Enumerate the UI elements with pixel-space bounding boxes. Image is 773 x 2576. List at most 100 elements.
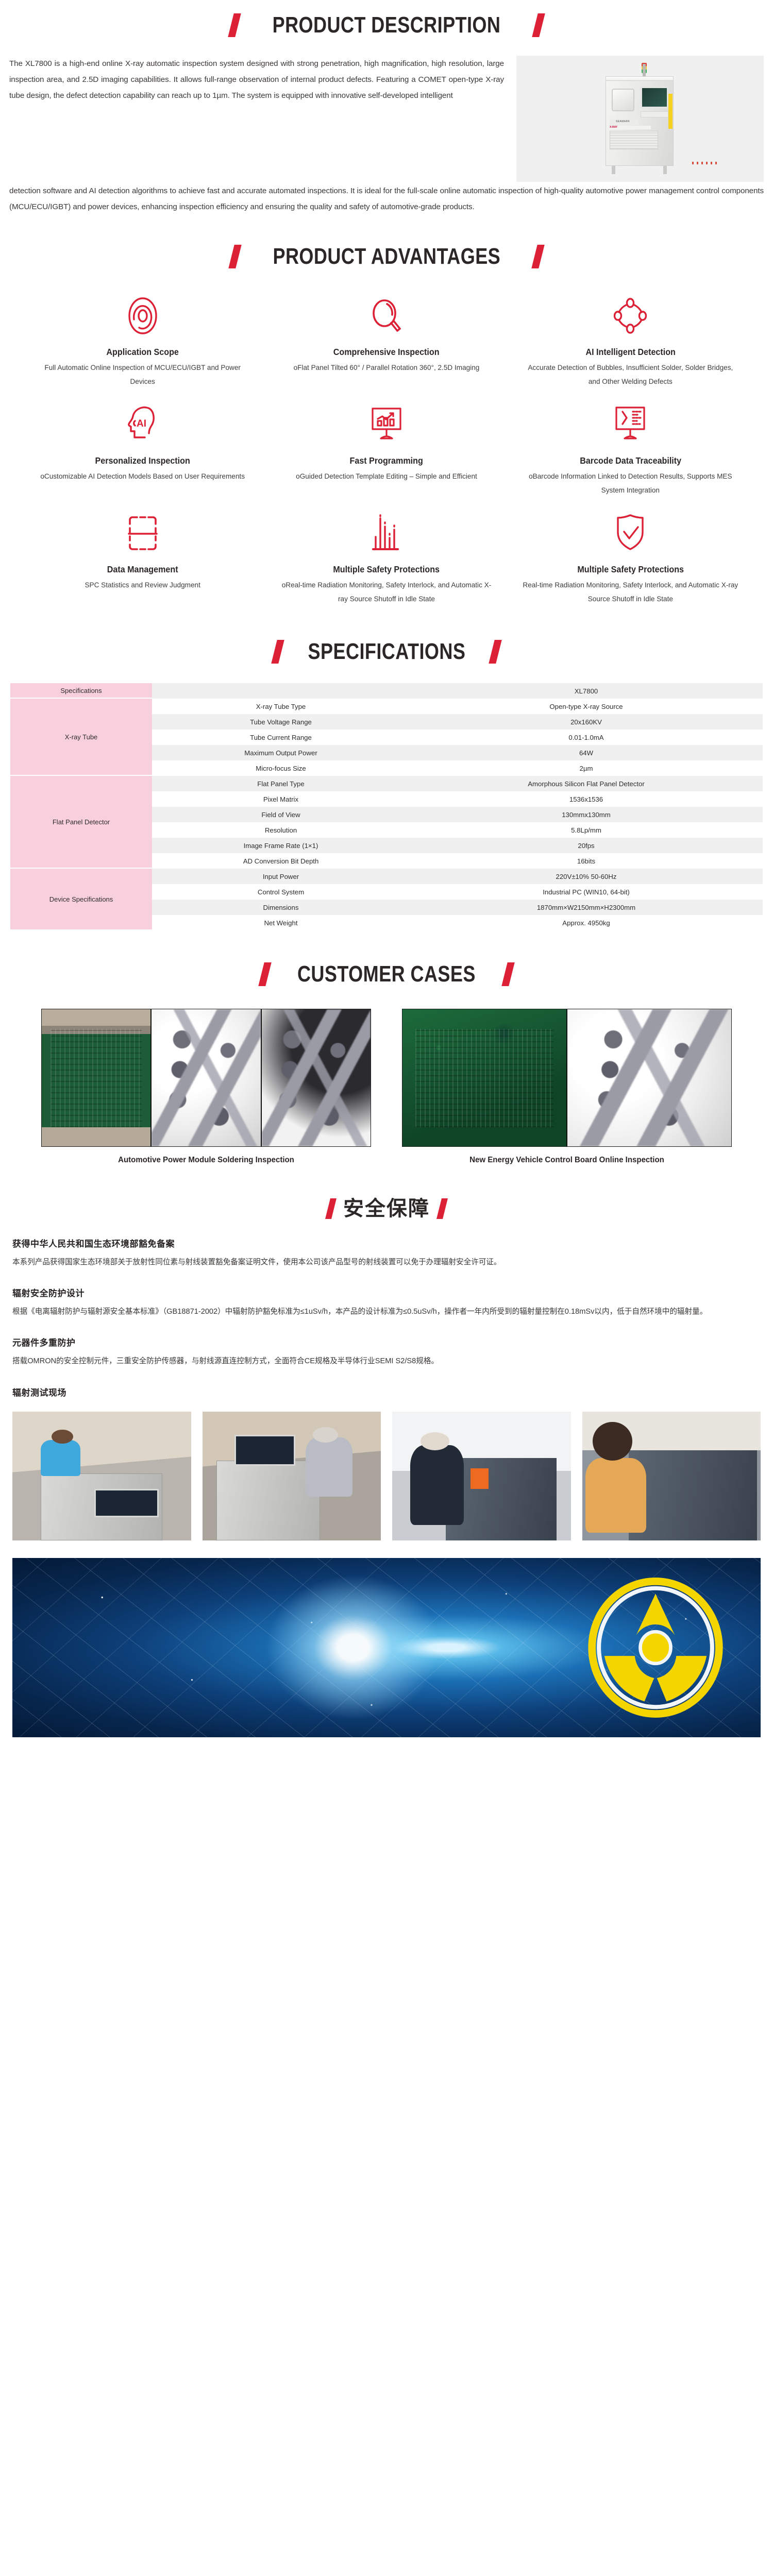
table-value-cell: 1870mm×W2150mm×H2300mm — [410, 900, 763, 916]
table-row: Image Frame Rate (1×1) 20fps — [10, 838, 763, 854]
product-advantages-section: PRODUCT ADVANTAGES Application Scope Ful… — [0, 215, 773, 608]
slash-right-icon — [532, 13, 545, 37]
table-header-value: XL7800 — [410, 683, 763, 699]
case-item: New Energy Vehicle Control Board Online … — [402, 1009, 732, 1166]
advantage-item: Fast Programming oGuided Detection Templ… — [264, 400, 508, 499]
table-value-cell: Open-type X-ray Source — [410, 699, 763, 715]
orange-handle — [470, 1468, 489, 1489]
data-frames-icon — [31, 509, 254, 558]
table-row: Maximum Output Power 64W — [10, 745, 763, 761]
customer-cases-section: CUSTOMER CASES Automotive Power Module S… — [0, 930, 773, 1166]
advantage-title: Personalized Inspection — [95, 455, 190, 466]
operator-head — [52, 1429, 73, 1444]
table-value-cell: 220V±10% 50-60Hz — [410, 869, 763, 885]
slash-left-icon — [271, 640, 284, 664]
safety-text-radiation-design: 根据《电离辐射防护与辐射源安全基本标准》（GB18871-2002）中辐射防护豁… — [12, 1307, 708, 1316]
advantage-item: Comprehensive Inspection oFlat Panel Til… — [264, 291, 508, 391]
table-value-cell: 2µm — [410, 760, 763, 776]
table-key-cell: Field of View — [152, 807, 410, 823]
slash-right-icon — [489, 640, 502, 664]
test-photo — [12, 1411, 191, 1540]
table-key-cell: X-ray Tube Type — [152, 699, 410, 715]
product-photo — [516, 56, 764, 182]
advantage-title: Barcode Data Traceability — [579, 455, 681, 466]
operator-shirt — [306, 1437, 352, 1497]
table-key-cell: AD Conversion Bit Depth — [152, 853, 410, 869]
advantages-grid: Application Scope Full Automatic Online … — [0, 268, 773, 608]
table-row: Control System Industrial PC (WIN10, 64-… — [10, 884, 763, 900]
test-photo — [392, 1411, 571, 1540]
table-key-cell: Image Frame Rate (1×1) — [152, 838, 410, 854]
description-paragraph-main: The XL7800 is a high-end online X-ray au… — [9, 59, 504, 100]
table-header-key — [152, 683, 410, 699]
table-value-cell: 130mmx130mm — [410, 807, 763, 823]
safety-body: 获得中华人民共和国生态环境部豁免备案 本系列产品获得国家生态环境部关于放射性同位… — [0, 1219, 773, 1398]
advantage-desc: oReal-time Radiation Monitoring, Safety … — [281, 581, 492, 603]
panel-indicator-dots-icon — [692, 162, 717, 164]
table-row: Tube Current Range 0.01-1.0mA — [10, 730, 763, 745]
cases-row: Automotive Power Module Soldering Inspec… — [0, 1009, 773, 1166]
advantage-desc: Accurate Detection of Bubbles, Insuffici… — [528, 364, 733, 385]
table-value-cell: 1536x1536 — [410, 791, 763, 807]
magnifier-icon — [275, 291, 498, 341]
xl7800-machine-illustration — [591, 63, 717, 177]
machine-xray-label — [610, 126, 651, 129]
advantage-title: Comprehensive Inspection — [333, 347, 440, 358]
safety-heading-exemption: 获得中华人民共和国生态环境部豁免备案 — [12, 1239, 175, 1249]
table-row: Net Weight Approx. 4950kg — [10, 915, 763, 931]
table-row: Resolution 5.8Lp/mm — [10, 822, 763, 838]
table-key-cell: Maximum Output Power — [152, 745, 410, 761]
case-image-new-energy-control-board — [402, 1009, 732, 1147]
case-caption: Automotive Power Module Soldering Inspec… — [118, 1156, 294, 1165]
case-image-automotive-power-module — [41, 1009, 371, 1147]
product-description-section: PRODUCT DESCRIPTION The XL7800 is a high… — [0, 0, 773, 215]
advantage-item: AI Personalized Inspection oCustomizable… — [21, 400, 264, 499]
advantage-desc: SPC Statistics and Review Judgment — [85, 581, 200, 589]
table-key-cell: Tube Current Range — [152, 730, 410, 745]
description-paragraph-rest: detection software and AI detection algo… — [9, 187, 764, 212]
table-category-cell: X-ray Tube — [10, 699, 152, 776]
table-key-cell: Micro-focus Size — [152, 760, 410, 776]
table-key-cell: Flat Panel Type — [152, 776, 410, 792]
safety-section: 安全保障 获得中华人民共和国生态环境部豁免备案 本系列产品获得国家生态环境部关于… — [0, 1166, 773, 1737]
machine-in-photo — [445, 1458, 557, 1540]
slash-left-icon — [228, 245, 242, 269]
page-title: PRODUCT DESCRIPTION — [272, 12, 501, 38]
ai-head-icon: AI — [31, 400, 254, 449]
operator-head — [313, 1427, 338, 1443]
table-value-cell: 5.8Lp/mm — [410, 822, 763, 838]
operator-shirt — [410, 1445, 464, 1525]
table-key-cell: Tube Voltage Range — [152, 714, 410, 730]
table-value-cell: 20x160KV — [410, 714, 763, 730]
advantages-title: PRODUCT ADVANTAGES — [273, 244, 500, 269]
table-header-row: Specifications XL7800 — [10, 683, 763, 699]
slash-right-icon — [531, 245, 545, 269]
lamp-mast — [643, 64, 646, 77]
case-item: Automotive Power Module Soldering Inspec… — [41, 1009, 371, 1166]
advantage-title: Fast Programming — [349, 455, 424, 466]
advantage-desc: Real-time Radiation Monitoring, Safety I… — [523, 581, 738, 603]
table-value-cell: 0.01-1.0mA — [410, 730, 763, 745]
machine-screen — [641, 87, 668, 108]
safety-title: 安全保障 — [343, 1197, 430, 1220]
safety-heading-component-protection: 元器件多重防护 — [12, 1338, 76, 1348]
safety-text-component-protection: 搭载OMRON的安全控制元件，三重安全防护传感器，与射线源直连控制方式，全面符合… — [12, 1357, 439, 1366]
advantage-item: Application Scope Full Automatic Online … — [21, 291, 264, 391]
section-title-specifications: SPECIFICATIONS — [0, 640, 773, 664]
table-row: AD Conversion Bit Depth 16bits — [10, 853, 763, 869]
table-key-cell: Control System — [152, 884, 410, 900]
specifications-title: SPECIFICATIONS — [308, 639, 465, 665]
target-icon — [31, 291, 254, 341]
operator-head — [593, 1421, 632, 1461]
slash-left-icon — [258, 962, 272, 987]
machine-door-window — [612, 89, 634, 111]
advantage-title: Data Management — [107, 564, 178, 575]
case-pane-xray-zoom — [261, 1009, 371, 1147]
monitor-in-photo — [234, 1434, 295, 1466]
table-row: Field of View 130mmx130mm — [10, 807, 763, 823]
monitor-in-photo — [94, 1488, 159, 1517]
table-category-cell: Flat Panel Detector — [10, 776, 152, 869]
operator-shirt — [41, 1439, 80, 1476]
table-row: Pixel Matrix 1536x1536 — [10, 791, 763, 807]
radiation-test-photo-row — [0, 1411, 773, 1540]
